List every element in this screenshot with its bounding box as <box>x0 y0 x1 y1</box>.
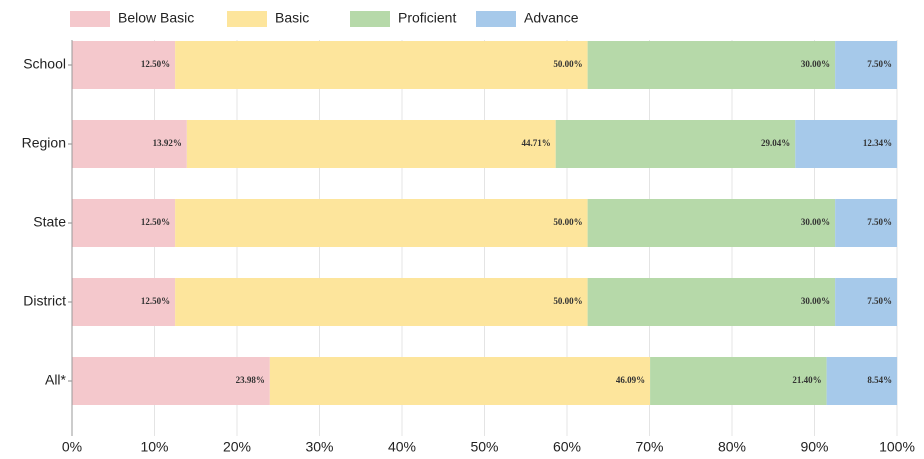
legend-label: Advance <box>524 10 579 26</box>
value-label: 7.50% <box>867 217 892 227</box>
x-tick-label: 20% <box>223 439 251 455</box>
value-label: 46.09% <box>616 375 645 385</box>
legend-label: Proficient <box>398 10 456 26</box>
bar-segment <box>835 199 897 247</box>
value-label: 50.00% <box>553 217 582 227</box>
y-tick-label: All* <box>45 372 67 388</box>
value-label: 13.92% <box>153 138 182 148</box>
value-label: 21.40% <box>792 375 821 385</box>
x-tick-label: 80% <box>718 439 746 455</box>
bar-segment <box>835 278 897 326</box>
y-tick-label: School <box>23 56 66 72</box>
bar-segment <box>587 278 836 326</box>
y-tick-label: State <box>33 214 66 230</box>
x-tick-label: 40% <box>388 439 416 455</box>
value-label: 12.50% <box>141 296 170 306</box>
value-label: 50.00% <box>553 296 582 306</box>
value-label: 23.98% <box>236 375 265 385</box>
legend-label: Basic <box>275 10 309 26</box>
bar-segment <box>72 120 187 168</box>
bar-segment <box>587 199 836 247</box>
value-label: 30.00% <box>801 59 830 69</box>
value-label: 30.00% <box>801 296 830 306</box>
legend-swatch <box>70 11 110 27</box>
x-tick-label: 30% <box>305 439 333 455</box>
x-tick-label: 70% <box>635 439 663 455</box>
value-label: 44.71% <box>521 138 550 148</box>
x-tick-label: 0% <box>62 439 82 455</box>
x-tick-label: 90% <box>800 439 828 455</box>
bar-segment <box>72 199 176 247</box>
y-tick-label: Region <box>22 135 66 151</box>
x-tick-label: 50% <box>470 439 498 455</box>
bar-segment <box>269 357 651 405</box>
bar-segment <box>186 120 556 168</box>
bar-segment <box>175 278 588 326</box>
y-tick-label: District <box>23 293 66 309</box>
bar-segment <box>72 41 176 89</box>
x-tick-label: 10% <box>140 439 168 455</box>
bar-segment <box>826 357 898 405</box>
bar-segment <box>175 199 588 247</box>
bar-segment <box>555 120 796 168</box>
x-tick-label: 100% <box>879 439 915 455</box>
legend-label: Below Basic <box>118 10 194 26</box>
bar-segment <box>72 357 270 405</box>
value-label: 30.00% <box>801 217 830 227</box>
value-label: 7.50% <box>867 59 892 69</box>
value-label: 12.50% <box>141 59 170 69</box>
x-tick-label: 60% <box>553 439 581 455</box>
bar-segment <box>587 41 836 89</box>
value-label: 8.54% <box>867 375 892 385</box>
bar-segment <box>795 120 898 168</box>
bar-segment <box>175 41 588 89</box>
bar-segment <box>650 357 827 405</box>
value-label: 29.04% <box>761 138 790 148</box>
legend-swatch <box>476 11 516 27</box>
bar-segment <box>72 278 176 326</box>
bar-segment <box>835 41 897 89</box>
value-label: 50.00% <box>553 59 582 69</box>
value-label: 7.50% <box>867 296 892 306</box>
value-label: 12.34% <box>863 138 892 148</box>
legend-swatch <box>227 11 267 27</box>
value-label: 12.50% <box>141 217 170 227</box>
legend-swatch <box>350 11 390 27</box>
